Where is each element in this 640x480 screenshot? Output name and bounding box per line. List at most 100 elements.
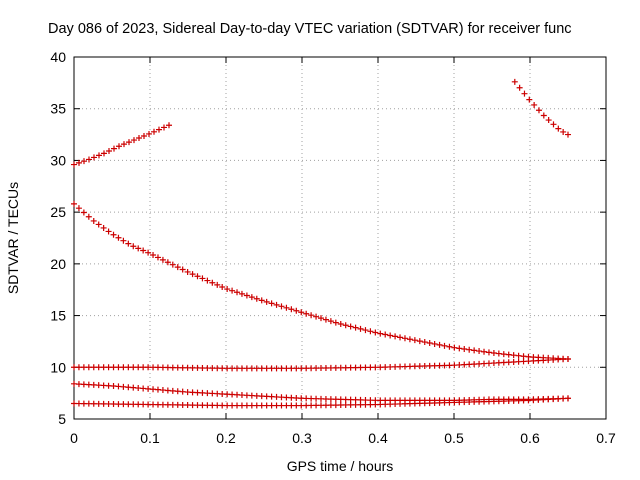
data-point xyxy=(125,240,132,247)
plot-frame xyxy=(73,56,607,420)
data-point xyxy=(327,318,334,325)
data-point xyxy=(199,275,206,282)
data-point xyxy=(431,340,438,347)
data-point xyxy=(426,340,433,347)
data-point xyxy=(387,332,394,339)
data-point xyxy=(258,297,265,304)
data-point xyxy=(184,268,191,275)
data-point xyxy=(85,213,92,220)
data-point xyxy=(234,289,241,296)
data-point xyxy=(550,121,557,128)
data-point xyxy=(126,139,132,146)
data-point xyxy=(565,395,571,402)
y-tick-label: 10 xyxy=(50,359,66,375)
y-tick-label: 25 xyxy=(50,204,66,220)
data-point xyxy=(75,205,82,212)
data-point xyxy=(146,130,152,137)
data-point xyxy=(303,310,310,317)
x-tick-label: 0.4 xyxy=(368,430,388,446)
data-point xyxy=(194,273,201,280)
data-point xyxy=(560,128,567,135)
data-point xyxy=(441,342,448,349)
data-point xyxy=(86,156,92,163)
data-point xyxy=(362,327,369,334)
data-point xyxy=(382,331,389,338)
y-axis-label: SDTVAR / TECUs xyxy=(5,182,21,294)
data-point xyxy=(485,349,492,356)
data-point xyxy=(540,112,547,119)
data-point xyxy=(145,249,152,256)
data-point xyxy=(115,234,122,241)
data-point xyxy=(248,294,255,301)
data-point xyxy=(169,261,176,268)
data-point xyxy=(120,237,127,244)
x-tick-label: 0.5 xyxy=(444,430,464,446)
data-point xyxy=(421,339,428,346)
data-point xyxy=(308,312,315,319)
data-point xyxy=(71,200,77,207)
data-point xyxy=(535,107,542,114)
data-point xyxy=(214,281,221,288)
data-point xyxy=(209,279,216,286)
y-tick-label: 5 xyxy=(58,411,66,427)
data-point xyxy=(342,322,349,329)
y-tick-label: 30 xyxy=(50,152,66,168)
data-point xyxy=(322,316,329,323)
data-point xyxy=(451,344,458,351)
data-point xyxy=(243,292,250,299)
data-point xyxy=(91,154,97,161)
data-point xyxy=(288,306,295,313)
data-point xyxy=(293,307,300,314)
data-point xyxy=(352,324,359,331)
data-point xyxy=(401,335,408,342)
data-point xyxy=(204,277,211,284)
x-tick-label: 0.6 xyxy=(520,430,540,446)
data-point xyxy=(81,158,87,165)
data-point xyxy=(121,141,127,148)
data-point xyxy=(154,254,161,261)
data-point xyxy=(136,135,142,142)
data-point xyxy=(101,150,107,157)
data-points xyxy=(71,78,571,409)
chart-title: Day 086 of 2023, Sidereal Day-to-day VTE… xyxy=(48,21,572,37)
data-point xyxy=(377,330,384,337)
data-point xyxy=(367,328,374,335)
data-point xyxy=(397,334,404,341)
data-point xyxy=(481,348,488,355)
data-point xyxy=(151,128,157,135)
data-point xyxy=(278,303,285,310)
data-point xyxy=(283,304,290,311)
data-point xyxy=(116,143,122,150)
data-point xyxy=(332,319,339,326)
data-point xyxy=(273,301,280,308)
data-point xyxy=(135,245,142,252)
tick-layer: 0 0.1 0.2 0.3 0.4 0.5 0.6 0.7 5 10 15 20 25 30 35 40 xyxy=(50,49,616,446)
data-point xyxy=(174,264,181,271)
data-point xyxy=(372,329,379,336)
data-point xyxy=(545,117,552,124)
data-point xyxy=(476,348,483,355)
y-tick-label: 15 xyxy=(50,308,66,324)
data-point xyxy=(565,131,571,138)
data-point xyxy=(471,347,478,354)
data-point xyxy=(526,96,533,103)
data-point xyxy=(406,336,413,343)
data-point xyxy=(166,122,172,129)
x-axis-label: GPS time / hours xyxy=(287,458,394,474)
y-tick-label: 40 xyxy=(50,49,66,65)
data-point xyxy=(130,243,137,250)
grid-layer xyxy=(74,57,606,419)
y-tick-label: 20 xyxy=(50,256,66,272)
data-point xyxy=(313,313,320,320)
data-point xyxy=(80,209,87,216)
data-point xyxy=(392,333,399,340)
x-tick-label: 0 xyxy=(70,430,78,446)
data-point xyxy=(159,256,166,263)
series-sat-c xyxy=(71,200,571,363)
data-point xyxy=(150,252,157,259)
data-point xyxy=(516,84,523,91)
data-point xyxy=(411,337,418,344)
data-point xyxy=(106,147,112,154)
data-point xyxy=(347,323,354,330)
